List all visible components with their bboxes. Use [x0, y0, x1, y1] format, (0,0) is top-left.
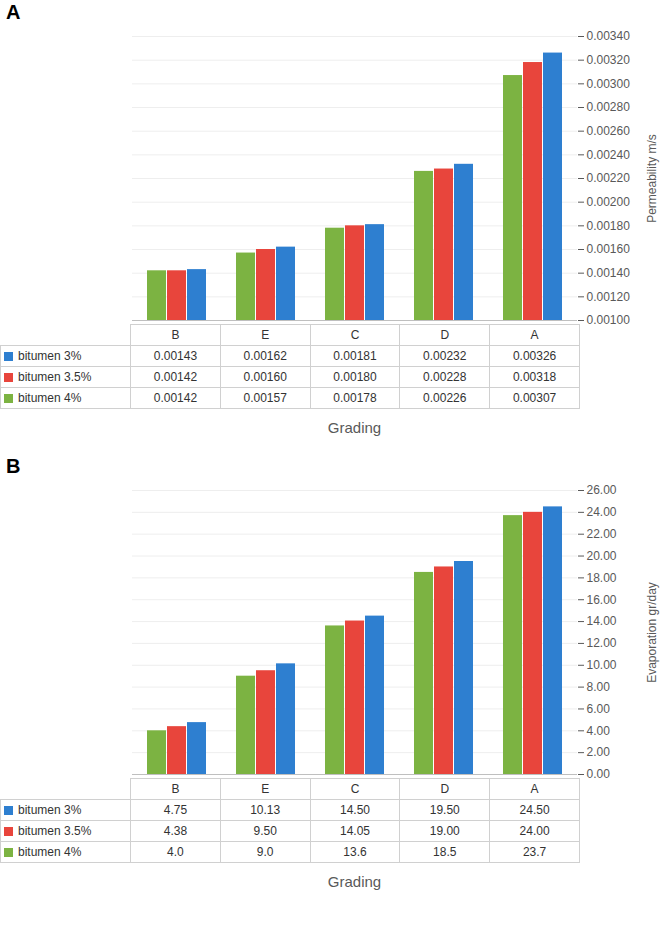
- html-text:B: B: [171, 328, 180, 342]
- html-text:0.00157: 0.00157: [243, 391, 287, 405]
- html-text:0.00162: 0.00162: [243, 349, 287, 363]
- html-text:0.00307: 0.00307: [512, 391, 557, 405]
- html-text:0.00181: 0.00181: [333, 349, 377, 363]
- html-text:0.00326: 0.00326: [512, 349, 557, 363]
- svg-text:0.00140: 0.00140: [587, 266, 631, 280]
- html-text:E: E: [261, 782, 270, 796]
- svg-text:24.00: 24.00: [587, 505, 617, 519]
- html-text:0.00160: 0.00160: [243, 370, 287, 384]
- html-text:C: C: [350, 782, 360, 796]
- html-text:C: C: [350, 328, 360, 342]
- html-text:bitumen 3.5%: bitumen 3.5%: [18, 824, 92, 838]
- html-text:A: A: [530, 782, 539, 796]
- svg-text:0.00340: 0.00340: [587, 29, 631, 43]
- svg-text:20.00: 20.00: [587, 549, 617, 563]
- svg-text:18.00: 18.00: [587, 571, 617, 585]
- html-text:0.00178: 0.00178: [333, 391, 377, 405]
- html-text:D: D: [440, 782, 450, 796]
- html-text:23.7: 23.7: [522, 845, 547, 859]
- html-text:14.05: 14.05: [340, 824, 370, 838]
- html-text:bitumen 3.5%: bitumen 3.5%: [18, 370, 92, 384]
- html-text:bitumen 3%: bitumen 3%: [18, 349, 82, 363]
- svg-text:0.00160: 0.00160: [587, 242, 631, 256]
- html-text:24.50: 24.50: [519, 803, 550, 817]
- svg-text:0.00: 0.00: [587, 767, 611, 778]
- html-text:0.00143: 0.00143: [153, 349, 198, 363]
- svg-text:22.00: 22.00: [587, 527, 617, 541]
- html-text:0.00142: 0.00142: [153, 391, 198, 405]
- html-text:bitumen 3%: bitumen 3%: [18, 803, 82, 817]
- svg-text:26.00: 26.00: [587, 483, 617, 497]
- html-text:4.38: 4.38: [163, 824, 188, 838]
- html-text:4.75: 4.75: [163, 803, 188, 817]
- html-text:10.13: 10.13: [250, 803, 281, 817]
- svg-text:0.00200: 0.00200: [587, 195, 631, 209]
- svg-text:6.00: 6.00: [587, 702, 611, 716]
- svg-text:0.00180: 0.00180: [587, 219, 631, 233]
- svg-text:0.00280: 0.00280: [587, 100, 631, 114]
- html-text:E: E: [261, 328, 270, 342]
- html-text:0.00232: 0.00232: [423, 349, 467, 363]
- html-text:Grading: Grading: [327, 419, 382, 436]
- svg-text:16.00: 16.00: [587, 593, 617, 607]
- html-text:0.00180: 0.00180: [333, 370, 377, 384]
- html-text:Grading: Grading: [327, 873, 382, 890]
- html-text:14.50: 14.50: [340, 803, 370, 817]
- html-text:bitumen 4%: bitumen 4%: [18, 391, 82, 405]
- html-text:0.00226: 0.00226: [423, 391, 467, 405]
- html-text:24.00: 24.00: [519, 824, 550, 838]
- html-text:0.00318: 0.00318: [512, 370, 557, 384]
- svg-text:0.00120: 0.00120: [587, 290, 631, 304]
- html-text:D: D: [440, 328, 450, 342]
- html-text:B: B: [171, 782, 180, 796]
- html-text:0.00228: 0.00228: [423, 370, 467, 384]
- html-text:bitumen 4%: bitumen 4%: [18, 845, 82, 859]
- svg-text:0.00100: 0.00100: [587, 313, 631, 324]
- html-text:4.0: 4.0: [167, 845, 184, 859]
- svg-text:14.00: 14.00: [587, 614, 617, 628]
- svg-text:12.00: 12.00: [587, 636, 617, 650]
- html-text:0.00142: 0.00142: [153, 370, 198, 384]
- html-text:9.0: 9.0: [256, 845, 274, 859]
- html-text:B: B: [6, 455, 21, 477]
- html-text:A: A: [6, 1, 21, 23]
- svg-text:Evaporation gr/day: Evaporation gr/day: [645, 582, 659, 683]
- svg-text:0.00300: 0.00300: [587, 77, 631, 91]
- svg-text:4.00: 4.00: [587, 724, 611, 738]
- html-text:A: A: [530, 328, 539, 342]
- svg-text:10.00: 10.00: [587, 658, 617, 672]
- html-text:9.50: 9.50: [253, 824, 277, 838]
- svg-text:0.00240: 0.00240: [587, 148, 631, 162]
- svg-text:0.00260: 0.00260: [587, 124, 631, 138]
- svg-text:2.00: 2.00: [587, 745, 611, 759]
- html-text:19.50: 19.50: [429, 803, 460, 817]
- html-text:13.6: 13.6: [343, 845, 367, 859]
- html-text:18.5: 18.5: [433, 845, 457, 859]
- svg-text:0.00320: 0.00320: [587, 53, 631, 67]
- svg-text:0.00220: 0.00220: [587, 171, 631, 185]
- svg-text:Permeability m/s: Permeability m/s: [645, 134, 659, 223]
- html-text:19.00: 19.00: [429, 824, 460, 838]
- svg-text:8.00: 8.00: [587, 680, 611, 694]
